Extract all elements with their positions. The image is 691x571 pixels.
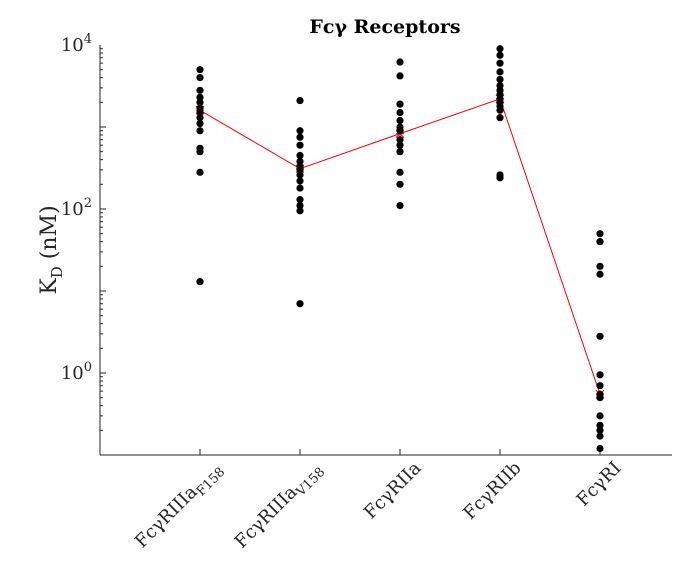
data-point xyxy=(596,262,604,270)
y-tick-exponent: 0 xyxy=(84,360,92,375)
data-point xyxy=(596,426,604,434)
x-category-sub: F158 xyxy=(194,465,229,500)
data-point xyxy=(296,127,304,135)
data-point xyxy=(496,45,504,53)
data-point xyxy=(196,86,204,94)
y-tick-label: 104 xyxy=(61,32,92,56)
data-point xyxy=(396,127,404,135)
data-point xyxy=(296,196,304,204)
x-ticks: FcγRIIIaF158 FcγRIIIaV158 FcγRIIa FcγRIIb Fc… xyxy=(131,449,626,556)
x-category-label: FcγRIIb xyxy=(459,458,525,524)
data-point xyxy=(196,148,204,156)
y-label-unit: (nM) xyxy=(37,205,62,266)
y-tick-label: 102 xyxy=(61,196,92,220)
data-point xyxy=(296,157,304,166)
x-category-main: FcγRI xyxy=(573,458,626,511)
data-point xyxy=(596,394,604,402)
y-tick-label: 100 xyxy=(61,360,92,384)
data-point xyxy=(296,166,304,174)
x-category-label: FcγRIIIaF158 xyxy=(131,458,228,555)
data-point xyxy=(396,136,404,144)
y-tick-base: 10 xyxy=(61,199,84,220)
x-category-sub: V158 xyxy=(293,465,328,500)
axes xyxy=(99,45,672,456)
data-point xyxy=(596,412,604,420)
data-point xyxy=(196,120,204,128)
y-tick-exponent: 4 xyxy=(84,32,92,47)
data-point xyxy=(196,108,204,117)
data-point xyxy=(196,168,204,176)
y-tick-exponent: 2 xyxy=(84,196,92,211)
data-point xyxy=(396,100,404,108)
data-point xyxy=(596,238,604,246)
y-label-sub: D xyxy=(48,266,66,278)
x-category-label: FcγRI xyxy=(573,458,626,511)
y-label-main: K xyxy=(37,278,62,295)
data-point xyxy=(196,98,204,106)
data-point xyxy=(296,96,304,105)
data-point xyxy=(296,202,304,210)
data-point xyxy=(296,171,304,179)
data-point xyxy=(396,148,404,156)
data-point xyxy=(396,108,404,117)
data-point xyxy=(596,421,604,429)
data-point xyxy=(496,106,504,114)
x-category-main: FcγRIIb xyxy=(459,458,525,524)
data-point xyxy=(396,141,404,149)
data-point xyxy=(396,58,404,66)
data-point xyxy=(196,93,204,101)
data-point xyxy=(296,207,304,215)
x-category-label: FcγRIIa xyxy=(360,458,426,524)
points-group xyxy=(196,45,604,453)
x-category-main: FcγRIIa xyxy=(360,458,426,524)
data-point xyxy=(396,180,404,188)
data-point xyxy=(396,72,404,80)
data-point xyxy=(196,127,204,135)
data-point xyxy=(596,444,604,453)
data-point xyxy=(596,371,604,379)
data-point xyxy=(296,141,304,149)
data-point xyxy=(596,230,604,238)
y-tick-base: 10 xyxy=(61,35,84,56)
data-point xyxy=(296,151,304,160)
data-point xyxy=(396,116,404,125)
data-point xyxy=(196,114,204,122)
data-point xyxy=(596,382,604,390)
x-category-label: FcγRIIIaV158 xyxy=(231,458,329,556)
data-point xyxy=(296,133,304,141)
data-point xyxy=(396,202,404,210)
data-point xyxy=(196,278,204,286)
data-point xyxy=(496,59,504,67)
data-point xyxy=(196,74,204,82)
data-point xyxy=(596,432,604,440)
data-point xyxy=(296,177,304,185)
data-point xyxy=(196,66,204,74)
data-point xyxy=(296,184,304,192)
x-category-main: FcγRIIIa xyxy=(231,482,302,553)
data-point xyxy=(496,51,504,59)
data-point xyxy=(596,270,604,278)
data-point xyxy=(496,114,504,122)
data-point xyxy=(596,332,604,340)
data-point xyxy=(496,174,504,182)
data-point xyxy=(396,168,404,176)
y-tick-base: 10 xyxy=(61,363,84,384)
data-point xyxy=(496,68,504,76)
y-axis-label: KD (nM) xyxy=(37,205,66,294)
data-point xyxy=(496,75,504,84)
data-point xyxy=(296,300,304,308)
chart-title: Fcγ Receptors xyxy=(309,16,460,38)
x-category-main: FcγRIIIa xyxy=(131,481,202,552)
